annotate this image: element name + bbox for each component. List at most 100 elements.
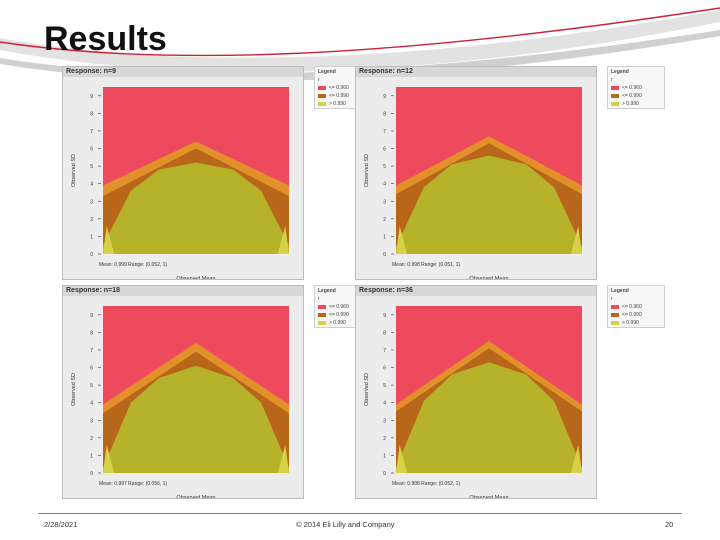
legend-entry: > 0.990 — [608, 100, 664, 108]
y-tick-label: 8 — [383, 111, 386, 117]
y-tick-label: 2 — [90, 217, 93, 223]
y-tick-label: 7 — [90, 348, 93, 354]
y-tick-label: 3 — [90, 418, 93, 424]
y-tick-label: 6 — [383, 366, 386, 372]
legend-swatch — [611, 305, 619, 309]
legend-swatch — [611, 102, 619, 106]
footer-divider — [38, 513, 682, 514]
legend-label: > 0.990 — [329, 320, 346, 326]
legend-label: <= 0.960 — [622, 85, 642, 91]
legend-swatch — [318, 305, 326, 309]
y-tick-label: 4 — [90, 401, 93, 407]
series-area — [103, 365, 289, 473]
legend-label: <= 0.960 — [622, 304, 642, 310]
legend-entry: <= 0.990 — [608, 311, 664, 319]
legend-subtitle: r — [611, 77, 613, 83]
legend-swatch — [611, 313, 619, 317]
y-tick-label: 0 — [383, 471, 386, 477]
y-tick-label: 5 — [90, 383, 93, 389]
y-tick-label: 7 — [90, 129, 93, 135]
y-tick-label: 9 — [90, 94, 93, 100]
chart-title: Response: n=9 — [63, 67, 303, 77]
chart-annotation: Mean: 0.999 Range: (0.052, 1) — [99, 262, 167, 268]
y-tick-label: 4 — [383, 182, 386, 188]
y-tick-label: 0 — [383, 252, 386, 258]
legend-swatch — [611, 321, 619, 325]
footer-date: 2/28/2021 — [44, 520, 78, 529]
series-area — [396, 155, 582, 254]
legend-swatch — [318, 86, 326, 90]
y-tick-label: 1 — [90, 453, 93, 459]
y-tick-label: 5 — [383, 383, 386, 389]
y-tick-label: 1 — [383, 453, 386, 459]
slide-title: Results — [44, 20, 167, 58]
legend-label: <= 0.990 — [622, 312, 642, 318]
legend-label: <= 0.990 — [329, 93, 349, 99]
legend-title: Legend — [611, 288, 629, 294]
y-tick-label: 4 — [90, 182, 93, 188]
y-tick-label: 1 — [90, 234, 93, 240]
y-tick-label: 0 — [90, 252, 93, 258]
legend-entry: <= 0.990 — [315, 92, 371, 100]
footer-copyright: © 2014 Eli Lilly and Company — [296, 520, 395, 529]
legend-entry: > 0.990 — [315, 319, 371, 327]
legend-entry: > 0.990 — [315, 100, 371, 108]
legend-label: <= 0.990 — [329, 312, 349, 318]
legend-entry: <= 0.960 — [608, 303, 664, 311]
legend-label: > 0.990 — [622, 320, 639, 326]
y-tick-label: 5 — [383, 164, 386, 170]
chart-plot: 0 1 2 3 4 5 6 7 8 9 Observed SD Mean: 0.999 Range: … — [71, 87, 289, 279]
y-tick-label: 8 — [90, 330, 93, 336]
chart-panel: Response: n=18 0 1 2 3 4 5 6 7 8 9 Observed SD Mean:… — [62, 285, 304, 499]
y-tick-label: 8 — [90, 111, 93, 117]
legend-label: > 0.990 — [329, 101, 346, 107]
y-tick-label: 9 — [90, 313, 93, 319]
legend-label: <= 0.960 — [329, 304, 349, 310]
legend-entry: <= 0.960 — [315, 303, 371, 311]
y-tick-label: 7 — [383, 129, 386, 135]
legend-subtitle: r — [611, 296, 613, 302]
y-tick-label: 2 — [383, 436, 386, 442]
y-tick-label: 2 — [383, 217, 386, 223]
x-axis-label: Observed Mean — [469, 276, 508, 279]
chart-title: Response: n=36 — [356, 286, 596, 296]
legend-swatch — [318, 94, 326, 98]
y-tick-label: 5 — [90, 164, 93, 170]
legend-swatch — [318, 321, 326, 325]
series-area — [396, 362, 582, 473]
y-tick-label: 4 — [383, 401, 386, 407]
chart-legend: Legend r <= 0.960 <= 0.990 > 0.990 — [607, 285, 665, 328]
y-axis-label: Observed SD — [364, 154, 370, 187]
chart-plot: 0 1 2 3 4 5 6 7 8 9 Observed SD Mean: 0.998 Range: … — [364, 306, 582, 498]
legend-title: Legend — [318, 69, 336, 75]
legend-title: Legend — [611, 69, 629, 75]
chart-legend: Legend r <= 0.960 <= 0.990 > 0.990 — [607, 66, 665, 109]
legend-subtitle: r — [318, 77, 320, 83]
legend-swatch — [611, 94, 619, 98]
legend-entry: <= 0.990 — [315, 311, 371, 319]
y-tick-label: 1 — [383, 234, 386, 240]
y-tick-label: 8 — [383, 330, 386, 336]
legend-entry: > 0.990 — [608, 319, 664, 327]
y-tick-label: 6 — [383, 147, 386, 153]
chart-panel: Response: n=36 0 1 2 3 4 5 6 7 8 9 Observed SD Mean:… — [355, 285, 597, 499]
y-tick-label: 9 — [383, 94, 386, 100]
y-axis-label: Observed SD — [71, 154, 77, 187]
y-tick-label: 7 — [383, 348, 386, 354]
legend-swatch — [318, 313, 326, 317]
x-axis-label: Observed Mean — [176, 495, 215, 498]
y-axis-label: Observed SD — [364, 373, 370, 406]
chart-plot: 0 1 2 3 4 5 6 7 8 9 Observed SD Mean: 0.997 Range: … — [71, 306, 289, 498]
y-axis-label: Observed SD — [71, 373, 77, 406]
legend-subtitle: r — [318, 296, 320, 302]
chart-annotation: Mean: 0.998 Range: (0.052, 1) — [392, 481, 460, 487]
y-tick-label: 6 — [90, 147, 93, 153]
legend-title: Legend — [318, 288, 336, 294]
chart-title: Response: n=18 — [63, 286, 303, 296]
legend-label: <= 0.990 — [622, 93, 642, 99]
y-tick-label: 0 — [90, 471, 93, 477]
y-tick-label: 9 — [383, 313, 386, 319]
chart-panel: Response: n=9 0 1 2 3 4 5 6 7 8 9 Observed SD Mean: … — [62, 66, 304, 280]
legend-swatch — [611, 86, 619, 90]
y-tick-label: 3 — [383, 418, 386, 424]
